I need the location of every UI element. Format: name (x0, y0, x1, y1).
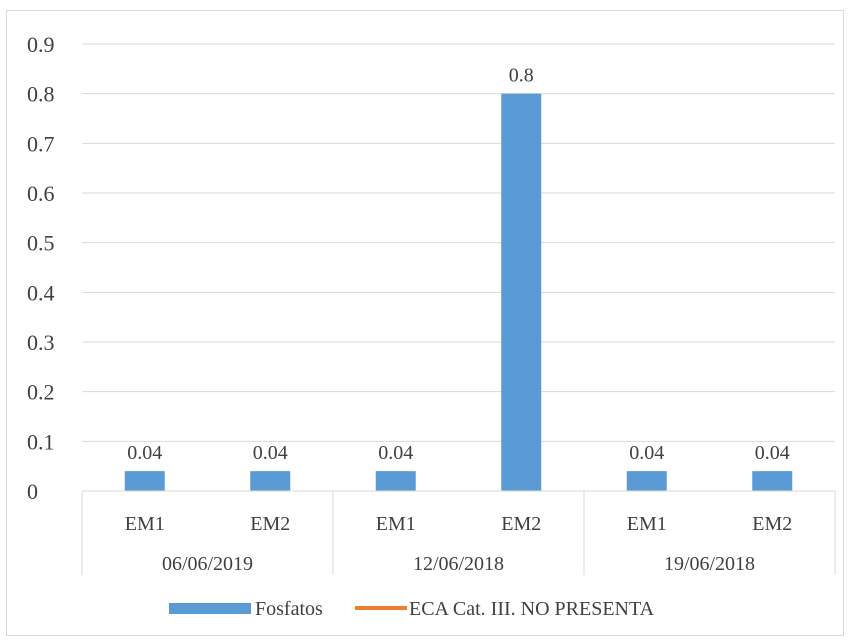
data-label: 0.8 (509, 65, 534, 87)
data-label: 0.04 (629, 442, 664, 464)
x-group-label: 12/06/2018 (413, 553, 504, 575)
x-axis: EM1 EM2 EM1 EM2 EM1 EM2 06/06/2019 12/06/2018 19… (81, 490, 836, 575)
data-label: 0.04 (253, 442, 288, 464)
y-tick-label: 0.4 (27, 280, 55, 305)
data-label: 0.04 (127, 442, 162, 464)
x-tick-label: EM1 (627, 513, 667, 535)
x-tick-label: EM1 (125, 513, 165, 535)
x-tick-label: EM2 (250, 513, 290, 535)
x-group-label: 19/06/2018 (664, 553, 755, 575)
bars (124, 93, 793, 492)
legend[interactable]: Fosfatos ECA Cat. III. NO PRESENTA (169, 598, 655, 620)
y-tick-label: 0.7 (27, 131, 55, 156)
y-tick-label: 0.1 (27, 429, 55, 454)
y-tick-label: 0.9 (27, 32, 55, 57)
bar (626, 471, 667, 491)
gridlines (82, 43, 835, 442)
chart-frame: 0 0.1 0.2 0.3 0.4 0.5 0.6 0.7 0.8 0.9 0.04 0.04 0.0… (6, 10, 844, 636)
bar (375, 471, 416, 491)
y-tick-label: 0.5 (27, 231, 55, 256)
bar (501, 93, 542, 492)
y-tick-label: 0.2 (27, 380, 55, 405)
x-tick-label: EM2 (752, 513, 792, 535)
data-label: 0.04 (755, 442, 790, 464)
bar (124, 471, 165, 491)
x-group-label: 06/06/2019 (162, 553, 253, 575)
data-label: 0.04 (378, 442, 413, 464)
y-tick-label: 0 (27, 479, 38, 504)
legend-label-fosfatos: Fosfatos (255, 598, 323, 620)
y-tick-label: 0.8 (27, 82, 55, 107)
bar (752, 471, 793, 491)
x-tick-label: EM1 (376, 513, 416, 535)
legend-swatch-fosfatos (169, 603, 251, 614)
data-labels: 0.04 0.04 0.04 0.8 0.04 0.04 (127, 65, 790, 464)
bar (250, 471, 291, 491)
bar-chart: 00.10.20.30.40.50.60.70.80.9 0.04 0.04 0.0… (27, 32, 836, 620)
y-axis-ticks: 0 0.1 0.2 0.3 0.4 0.5 0.6 0.7 0.8 0.9 (27, 32, 55, 504)
x-tick-label: EM2 (501, 513, 541, 535)
y-tick-label: 0.3 (27, 330, 55, 355)
y-tick-label: 0.6 (27, 181, 55, 206)
legend-label-eca: ECA Cat. III. NO PRESENTA (409, 598, 655, 620)
